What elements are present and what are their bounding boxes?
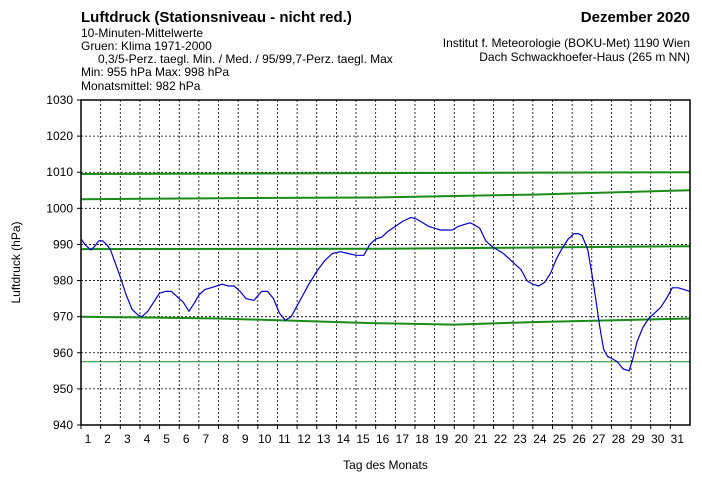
y-tick-label: 940 <box>53 418 73 432</box>
x-tick-label: 7 <box>203 432 210 446</box>
y-tick-label: 1010 <box>46 165 73 179</box>
x-tick-label: 11 <box>278 432 291 446</box>
chart-title: Luftdruck (Stationsniveau - nicht red.) <box>81 9 352 26</box>
x-tick-label: 22 <box>494 432 508 446</box>
x-tick-label: 8 <box>222 432 229 446</box>
y-tick-label: 960 <box>53 346 73 360</box>
x-tick-label: 14 <box>337 432 351 446</box>
y-tick-label: 970 <box>53 310 73 324</box>
x-tick-label: 10 <box>258 432 272 446</box>
climate-95-max-line <box>80 189 691 201</box>
y-tick-label: 1030 <box>46 93 73 107</box>
x-tick-label: 16 <box>376 432 390 446</box>
min-max-text: Min: 955 hPa Max: 998 hPa <box>81 65 230 79</box>
x-tick-label: 18 <box>415 432 429 446</box>
climate-median-line <box>80 245 691 251</box>
x-tick-label: 3 <box>124 432 131 446</box>
observed-series <box>80 216 691 372</box>
x-tick-label: 15 <box>356 432 370 446</box>
y-tick-label: 1020 <box>46 129 73 143</box>
x-tick-label: 21 <box>474 432 488 446</box>
observed-line <box>80 216 691 372</box>
x-tick-label: 24 <box>533 432 547 446</box>
institute-label: Institut f. Meteorologie (BOKU-Met) 1190… <box>442 36 690 50</box>
y-tick-label: 950 <box>53 382 73 396</box>
percentile-note: 0,3/5-Perz. taegl. Min. / Med. / 95/99,7… <box>98 52 393 66</box>
climate-5-min-line <box>80 315 691 326</box>
x-tick-label: 13 <box>317 432 331 446</box>
subtitle: 10-Minuten-Mittelwerte <box>81 26 204 40</box>
climate-lines <box>80 171 691 363</box>
x-tick-label: 26 <box>572 432 586 446</box>
y-tick-labels: 940 950 960 970 980 990 1000 1010 1020 1030 <box>46 93 81 432</box>
grid <box>81 100 690 425</box>
x-tick-label: 19 <box>435 432 449 446</box>
monthly-mean-text: Monatsmittel: 982 hPa <box>81 79 201 93</box>
x-tick-label: 25 <box>553 432 567 446</box>
x-tick-labels: 1 2 3 4 5 6 7 8 9 10 11 12 13 14 15 16 17 18 19 20 21 22 23 24 2… <box>80 425 685 446</box>
climate-note: Gruen: Klima 1971-2000 <box>81 39 212 53</box>
y-tick-label: 980 <box>53 274 73 288</box>
x-tick-label: 29 <box>631 432 645 446</box>
x-tick-label: 17 <box>396 432 410 446</box>
climate-99.7-max-line <box>80 171 691 175</box>
x-tick-label: 6 <box>183 432 190 446</box>
plot-frame <box>80 99 691 426</box>
x-tick-label: 1 <box>85 432 92 446</box>
x-tick-label: 27 <box>592 432 606 446</box>
x-tick-label: 30 <box>651 432 665 446</box>
x-tick-label: 23 <box>514 432 528 446</box>
x-tick-label: 5 <box>163 432 170 446</box>
x-tick-label: 20 <box>455 432 469 446</box>
y-axis-label: Luftdruck (hPa) <box>9 221 23 303</box>
y-tick-label: 990 <box>53 237 73 251</box>
x-tick-label: 12 <box>297 432 311 446</box>
location-label: Dach Schwackhoefer-Haus (265 m NN) <box>479 50 690 64</box>
x-tick-label: 31 <box>671 432 685 446</box>
x-tick-label: 2 <box>104 432 111 446</box>
x-axis-label: Tag des Monats <box>343 458 428 472</box>
y-tick-label: 1000 <box>46 201 73 215</box>
x-tick-label: 28 <box>612 432 626 446</box>
x-tick-label: 4 <box>144 432 151 446</box>
x-tick-label: 9 <box>242 432 249 446</box>
month-label: Dezember 2020 <box>580 9 690 26</box>
